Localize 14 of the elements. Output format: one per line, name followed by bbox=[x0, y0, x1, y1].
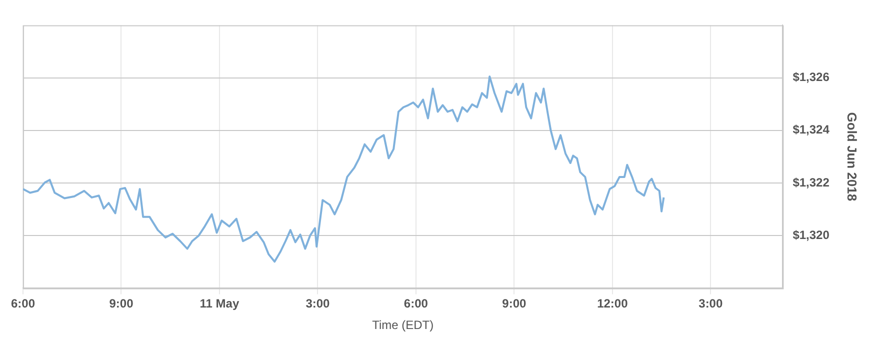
x-tick-label: 11 May bbox=[200, 296, 240, 311]
y-tick-label: $1,326 bbox=[792, 70, 830, 84]
x-tick-label: 6:00 bbox=[10, 296, 36, 311]
x-tick-label: 3:00 bbox=[698, 296, 723, 311]
y-axis-title: Gold Jun 2018 bbox=[844, 112, 860, 202]
y-tick-label: $1,324 bbox=[792, 122, 830, 137]
x-tick-label: 12:00 bbox=[597, 296, 628, 311]
x-tick-label: 3:00 bbox=[306, 296, 330, 311]
y-tick-label: $1,322 bbox=[792, 175, 830, 190]
y-tick-label: $1,320 bbox=[792, 228, 830, 242]
x-axis-title: Time (EDT) bbox=[372, 318, 434, 332]
x-tick-label: 9:00 bbox=[109, 296, 134, 311]
x-tick-label: 9:00 bbox=[502, 296, 527, 311]
x-tick-label: 6:00 bbox=[404, 296, 428, 311]
